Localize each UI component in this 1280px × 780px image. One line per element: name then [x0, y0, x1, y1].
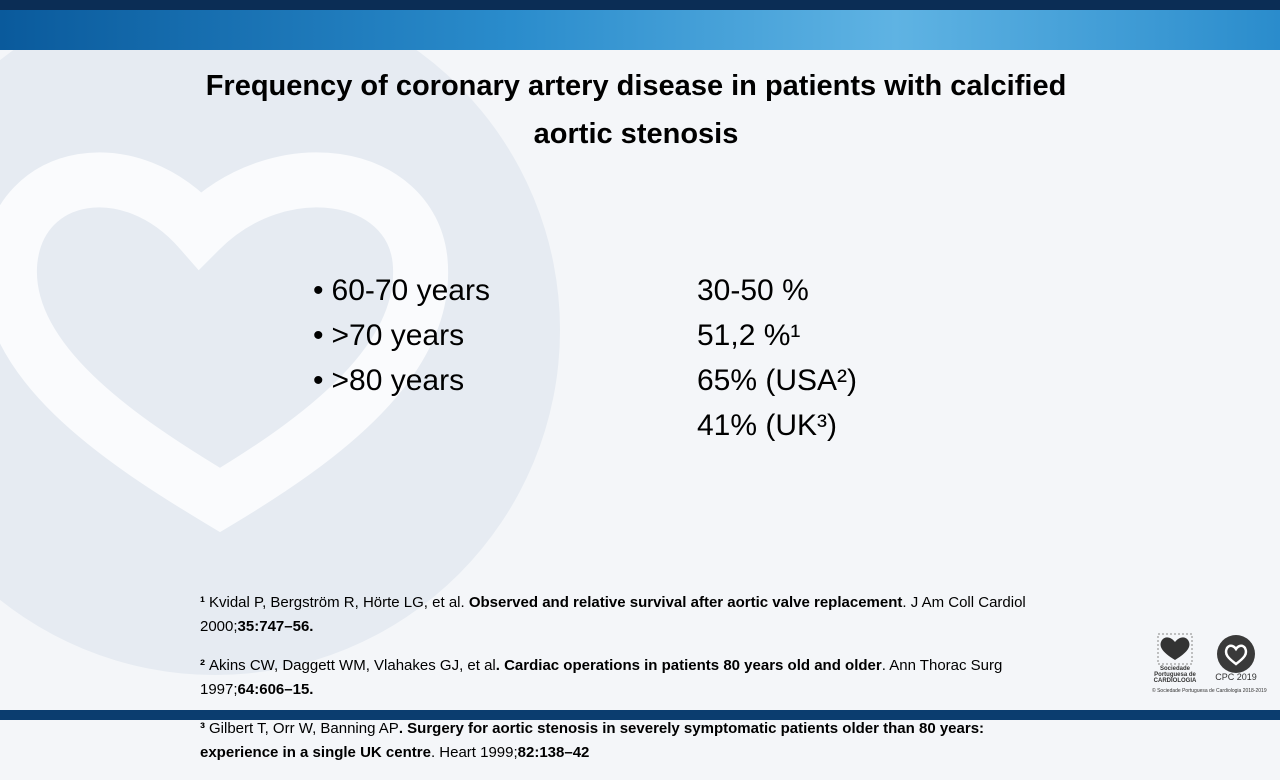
bullet: • — [313, 319, 324, 352]
reference-text: . Ann Thorac Surg 1997; — [200, 657, 1003, 698]
references: ¹ Kvidal P, Bergström R, Hörte LG, et al.… — [200, 576, 1060, 780]
logos — [1157, 633, 1255, 673]
society-logo-text: Sociedade Portuguesa de CARDIOLOGIA — [1153, 666, 1197, 684]
reference-marker: ³ — [200, 720, 205, 737]
label-text: >70 years — [331, 319, 465, 352]
header-strip — [0, 0, 1280, 10]
reference-text: . Cardiac operations in patients 80 year… — [495, 657, 882, 674]
slide: Frequency of coronary artery disease in … — [0, 0, 1280, 761]
label-column: • 60-70 years • >70 years • >80 years — [313, 268, 490, 403]
slide-title: Frequency of coronary artery disease in … — [205, 70, 1067, 150]
bullet: • — [313, 274, 324, 307]
row-value: 51,2 %¹ — [697, 319, 801, 352]
reference-marker: ² — [200, 657, 205, 674]
reference-marker: ¹ — [200, 594, 205, 611]
reference: ² Akins CW, Daggett WM, Vlahakes GJ, et a… — [200, 654, 1060, 702]
bullet: • — [313, 364, 324, 397]
row-label: • >70 years — [313, 313, 490, 358]
row-label: • >80 years — [313, 358, 490, 403]
reference-text: Gilbert T, Orr W, Banning AP — [209, 720, 399, 737]
row-value: 41% (UK³) — [697, 409, 838, 442]
copyright: © Sociedade Portuguesa de Cardiologia 20… — [1152, 688, 1267, 694]
label-text: >80 years — [331, 364, 465, 397]
reference: ¹ Kvidal P, Bergström R, Hörte LG, et al.… — [200, 591, 1060, 639]
background-emblem — [0, 0, 560, 675]
reference-text: . J Am Coll Cardiol 2000; — [200, 594, 1026, 635]
value-column: 30-50 % 51,2 %¹ 65% (USA²) 41% (UK³) — [697, 268, 857, 448]
row-label: • 60-70 years — [313, 268, 490, 313]
footer-strip — [0, 710, 1280, 720]
reference-text: 64:606–15. — [237, 681, 314, 698]
row-value: 65% (USA²) — [697, 364, 858, 397]
reference-text: 82:138–42 — [517, 744, 590, 761]
row-value: 30-50 % — [697, 274, 809, 307]
event-logo-text: CPC 2019 — [1215, 672, 1257, 682]
reference-text: 35:747–56. — [237, 618, 314, 635]
label-text: 60-70 years — [331, 274, 490, 307]
reference-text: . Heart 1999; — [430, 744, 518, 761]
reference-text: Akins CW, Daggett WM, Vlahakes GJ, et al — [209, 657, 496, 674]
reference-text: Kvidal P, Bergström R, Hörte LG, et al. — [209, 594, 469, 611]
reference-text: Observed and relative survival after aor… — [468, 594, 903, 611]
reference: ³ Gilbert T, Orr W, Banning AP. Surgery f… — [200, 717, 1060, 765]
